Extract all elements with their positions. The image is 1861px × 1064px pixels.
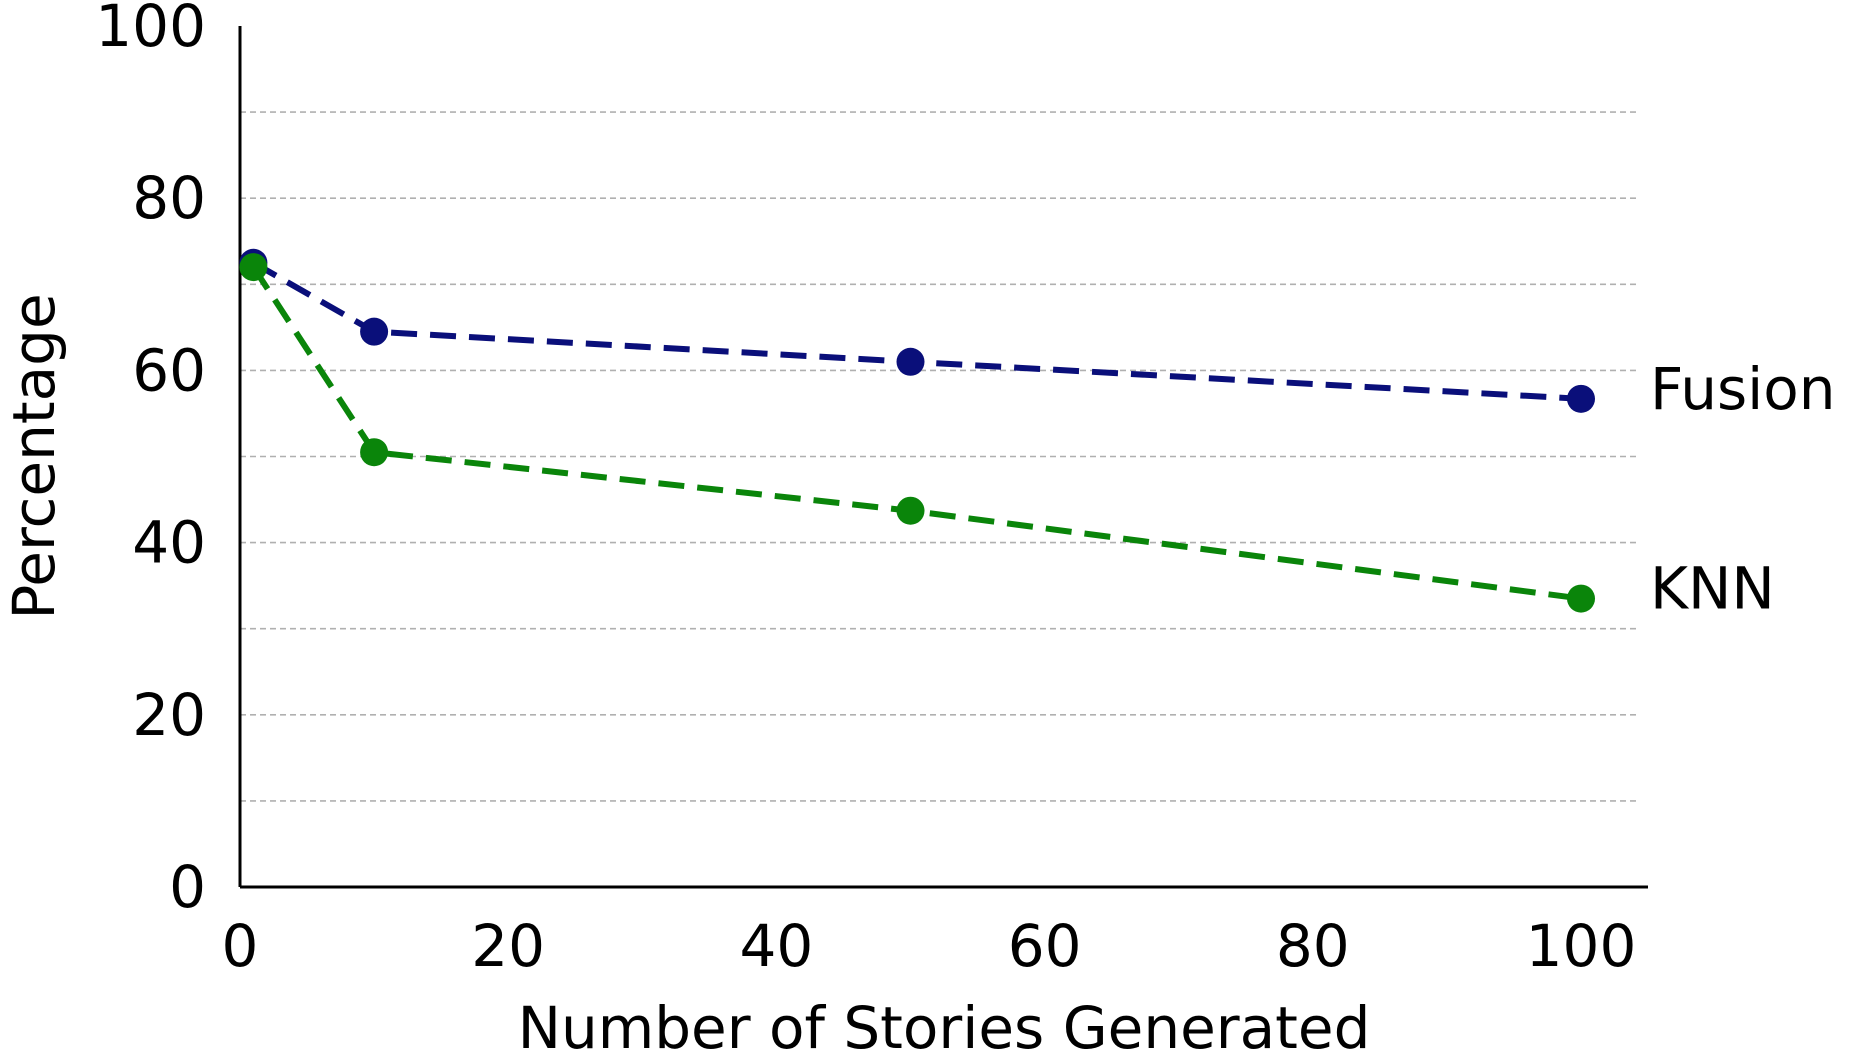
axes — [238, 26, 1648, 889]
y-tick-label-80: 80 — [132, 164, 206, 232]
data-point-knn-3 — [1567, 584, 1595, 613]
y-tick-label-60: 60 — [132, 336, 206, 404]
series-fusion — [239, 248, 1595, 413]
series-label-fusion: Fusion — [1650, 355, 1836, 423]
data-point-fusion-3 — [1567, 384, 1595, 413]
series-label-knn: KNN — [1650, 555, 1775, 623]
tick-labels: 0 20 40 60 80 100 0 20 40 60 80 100 — [95, 0, 1636, 980]
data-point-fusion-2 — [896, 347, 925, 376]
x-axis-title: Number of Stories Generated — [518, 994, 1371, 1062]
x-tick-label-100: 100 — [1526, 912, 1637, 980]
x-tick-label-20: 20 — [471, 912, 545, 980]
y-tick-label-40: 40 — [132, 509, 206, 577]
y-tick-label-20: 20 — [132, 681, 206, 749]
series-line-knn — [250, 265, 1582, 602]
data-point-knn-0 — [239, 253, 268, 282]
data-series — [239, 248, 1595, 613]
y-tick-label-100: 100 — [95, 0, 206, 60]
series-line-fusion — [251, 260, 1582, 402]
x-tick-label-40: 40 — [739, 912, 813, 980]
data-point-knn-2 — [896, 496, 925, 525]
y-tick-label-0: 0 — [169, 853, 206, 921]
series-knn — [239, 253, 1595, 613]
data-point-fusion-1 — [360, 317, 389, 346]
x-tick-label-0: 0 — [222, 912, 259, 980]
y-axis-title: Percentage — [0, 293, 68, 619]
x-tick-label-80: 80 — [1276, 912, 1350, 980]
x-tick-label-60: 60 — [1008, 912, 1082, 980]
series-labels: Fusion KNN — [1650, 355, 1836, 623]
gridlines — [240, 111, 1636, 802]
data-point-knn-1 — [360, 438, 389, 467]
